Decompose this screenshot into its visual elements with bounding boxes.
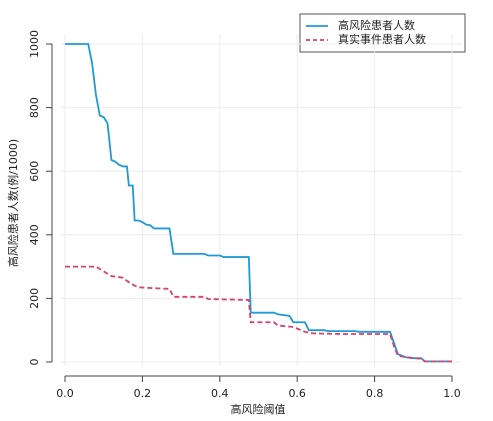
x-tick-label: 0.2 xyxy=(134,387,152,400)
y-tick-label: 200 xyxy=(28,288,41,309)
line-series xyxy=(65,43,452,363)
y-tick-label: 400 xyxy=(28,224,41,245)
legend-box xyxy=(299,13,466,53)
legend-label: 高风险患者人数 xyxy=(338,18,415,32)
legend-label: 真实事件患者人数 xyxy=(338,32,426,46)
y-axis-label: 高风险患者人数(例/1000) xyxy=(6,139,20,267)
x-tick-label: 1.0 xyxy=(443,387,461,400)
x-tick-label: 0.8 xyxy=(366,387,384,400)
y-tick-label: 0 xyxy=(28,359,41,366)
y-tick-label: 800 xyxy=(28,97,41,118)
line-series xyxy=(65,265,452,363)
x-tick-label: 0.4 xyxy=(211,387,229,400)
x-tick-label: 0.6 xyxy=(288,387,306,400)
x-tick-label: 0.0 xyxy=(56,387,74,400)
y-tick-label: 1000 xyxy=(28,30,41,58)
x-axis-label: 高风险阈值 xyxy=(231,402,286,416)
y-tick-label: 600 xyxy=(28,161,41,182)
